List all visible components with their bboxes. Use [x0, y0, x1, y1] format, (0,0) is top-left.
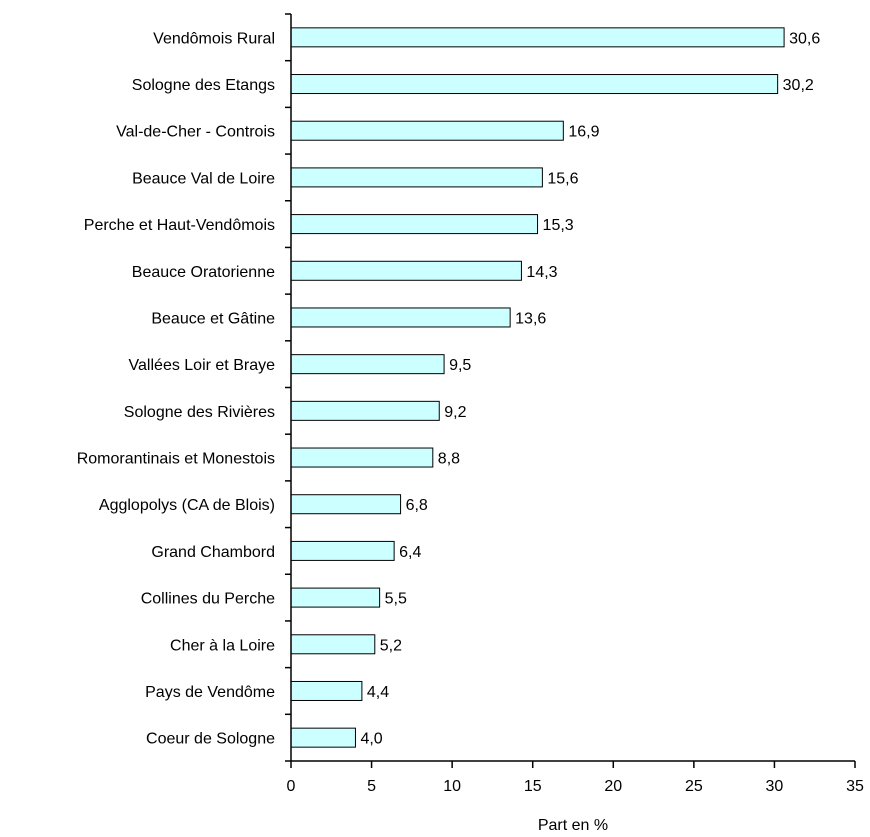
- bar: [290, 400, 440, 421]
- category-label: Pays de Vendôme: [145, 684, 275, 701]
- category-labels-group: Vendômois Rural Sologne des Etangs Val-de-…: [77, 30, 275, 747]
- bar: [290, 587, 381, 608]
- category-label: Sologne des Rivières: [124, 404, 275, 421]
- category-label: Grand Chambord: [151, 544, 275, 561]
- value-label: 6,4: [399, 544, 421, 561]
- value-label: 16,9: [568, 124, 599, 141]
- bar: [290, 214, 539, 235]
- value-label: 15,6: [547, 170, 578, 187]
- bar: [290, 680, 363, 701]
- value-labels-group: 30,6 30,2 16,9 15,6 15,3 14,3 13,6 9,5 9,2 8,8 6,8…: [360, 30, 820, 747]
- category-label: Collines du Perche: [141, 591, 275, 608]
- bar: [290, 120, 564, 141]
- x-tick-label: 25: [685, 778, 703, 795]
- value-label: 14,3: [526, 264, 557, 281]
- bar: [290, 74, 779, 95]
- value-label: 4,4: [367, 684, 389, 701]
- bar: [290, 634, 376, 655]
- value-label: 9,5: [449, 357, 471, 374]
- x-tick-labels-group: 0 5 10 15 20 25 30 35: [287, 778, 864, 795]
- bar: [290, 27, 785, 48]
- axes-group: [285, 13, 856, 768]
- value-label: 8,8: [438, 451, 460, 468]
- value-label: 30,2: [783, 77, 814, 94]
- category-label: Beauce et Gâtine: [151, 310, 275, 327]
- bar: [290, 540, 395, 561]
- category-label: Romorantinais et Monestois: [77, 451, 275, 468]
- x-tick-label: 0: [287, 778, 296, 795]
- category-label: Vallées Loir et Braye: [129, 357, 276, 374]
- value-label: 30,6: [789, 30, 820, 47]
- category-label: Val-de-Cher - Controis: [116, 124, 275, 141]
- bar: [290, 447, 434, 468]
- bar: [290, 260, 522, 281]
- x-tick-label: 5: [367, 778, 376, 795]
- value-label: 4,0: [360, 731, 382, 748]
- category-label: Perche et Haut-Vendômois: [84, 217, 275, 234]
- bar: [290, 494, 402, 515]
- bar: [290, 307, 511, 328]
- category-label: Agglopolys (CA de Blois): [99, 497, 275, 514]
- bar: [290, 167, 543, 188]
- value-label: 5,2: [380, 637, 402, 654]
- x-axis-label: Part en %: [538, 817, 608, 834]
- category-label: Sologne des Etangs: [132, 77, 275, 94]
- category-label: Coeur de Sologne: [146, 731, 275, 748]
- category-label: Beauce Oratorienne: [132, 264, 275, 281]
- category-label: Beauce Val de Loire: [132, 170, 275, 187]
- x-tick-label: 10: [443, 778, 461, 795]
- value-label: 9,2: [444, 404, 466, 421]
- value-label: 15,3: [543, 217, 574, 234]
- x-tick-label: 15: [524, 778, 542, 795]
- x-tick-label: 20: [604, 778, 622, 795]
- x-tick-label: 35: [846, 778, 864, 795]
- bar: [290, 354, 445, 375]
- value-label: 5,5: [385, 591, 407, 608]
- category-label: Vendômois Rural: [153, 30, 275, 47]
- bar: [290, 727, 356, 748]
- bars-group: [290, 27, 785, 748]
- category-label: Cher à la Loire: [170, 637, 275, 654]
- x-tick-label: 30: [766, 778, 784, 795]
- value-label: 6,8: [406, 497, 428, 514]
- value-label: 13,6: [515, 310, 546, 327]
